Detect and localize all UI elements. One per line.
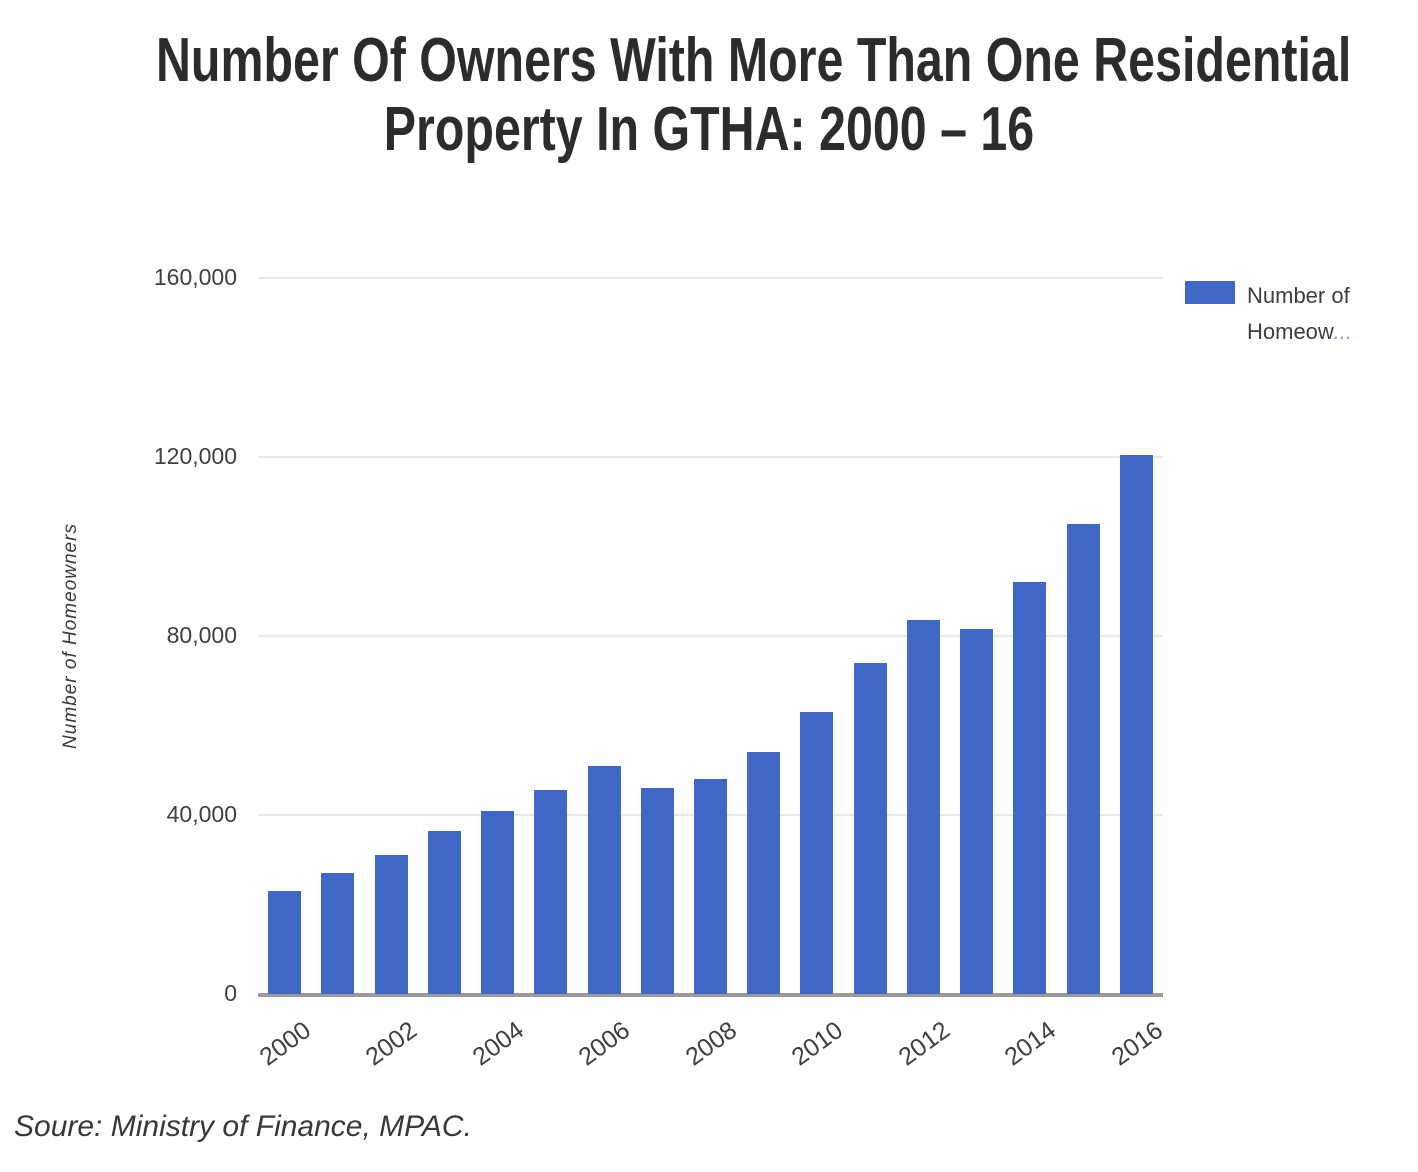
y-tick-label-120,000: 120,000 xyxy=(153,443,237,469)
x-tick-label-2010: 2010 xyxy=(786,1016,849,1072)
bar-2014 xyxy=(1013,582,1047,994)
plot-area xyxy=(258,277,1163,997)
bar-2009 xyxy=(747,752,781,994)
x-tick-label-2008: 2008 xyxy=(680,1016,742,1072)
bar-2008 xyxy=(694,779,727,994)
bar-2006 xyxy=(587,765,621,994)
chart-title-line1: Number Of Owners With More Than One Resi… xyxy=(155,26,1352,95)
y-tick-label-80,000: 80,000 xyxy=(166,622,237,648)
gridline-80000 xyxy=(258,635,1163,637)
bar-2000 xyxy=(268,891,302,994)
legend-label-line2: Homeow xyxy=(1247,319,1333,344)
gridline-160000 xyxy=(258,277,1163,279)
bar-2010 xyxy=(800,712,834,994)
bar-2012 xyxy=(906,620,940,994)
bar-2007 xyxy=(640,788,674,994)
bar-2015 xyxy=(1066,524,1100,994)
x-tick-label-2016: 2016 xyxy=(1106,1016,1168,1072)
x-axis-ticks: 2000 2002 2004 2006 2008 2010 2012 2014 2016 xyxy=(254,994,1168,1089)
legend: Number of Homeow... xyxy=(1185,278,1351,350)
bar-2011 xyxy=(853,662,887,994)
x-tick-label-2014: 2014 xyxy=(999,1016,1062,1072)
x-tick-label-2002: 2002 xyxy=(361,1016,423,1072)
gridline-120000 xyxy=(258,456,1163,458)
x-tick-label-2004: 2004 xyxy=(467,1016,530,1072)
x-tick-label-2000: 2000 xyxy=(254,1016,317,1072)
bar-2013 xyxy=(960,629,994,994)
bar-2016 xyxy=(1119,454,1153,994)
bar-2004 xyxy=(481,810,515,994)
bar-2002 xyxy=(374,855,408,994)
y-tick-label-160,000: 160,000 xyxy=(153,264,237,290)
legend-swatch xyxy=(1185,281,1235,304)
legend-label: Number of Homeow... xyxy=(1247,278,1351,350)
legend-ellipsis: ... xyxy=(1332,319,1351,344)
x-tick-label-2006: 2006 xyxy=(574,1016,636,1072)
legend-label-line1: Number of xyxy=(1247,283,1350,308)
y-axis-ticks: 0 40,000 80,000 120,000 160,000 xyxy=(0,264,237,1006)
bar-2001 xyxy=(321,873,355,994)
x-tick-label-2012: 2012 xyxy=(893,1016,955,1072)
chart-title-line2: Property In GTHA: 2000 – 16 xyxy=(383,95,1035,164)
y-tick-label-40,000: 40,000 xyxy=(166,801,237,827)
bar-2005 xyxy=(534,790,568,994)
x-axis-line xyxy=(258,993,1163,997)
chart-title: Number Of Owners With More Than One Resi… xyxy=(155,26,1352,164)
y-tick-label-0: 0 xyxy=(224,980,237,1006)
source-note: Soure: Ministry of Finance, MPAC. xyxy=(14,1110,472,1143)
bar-2003 xyxy=(427,830,461,994)
